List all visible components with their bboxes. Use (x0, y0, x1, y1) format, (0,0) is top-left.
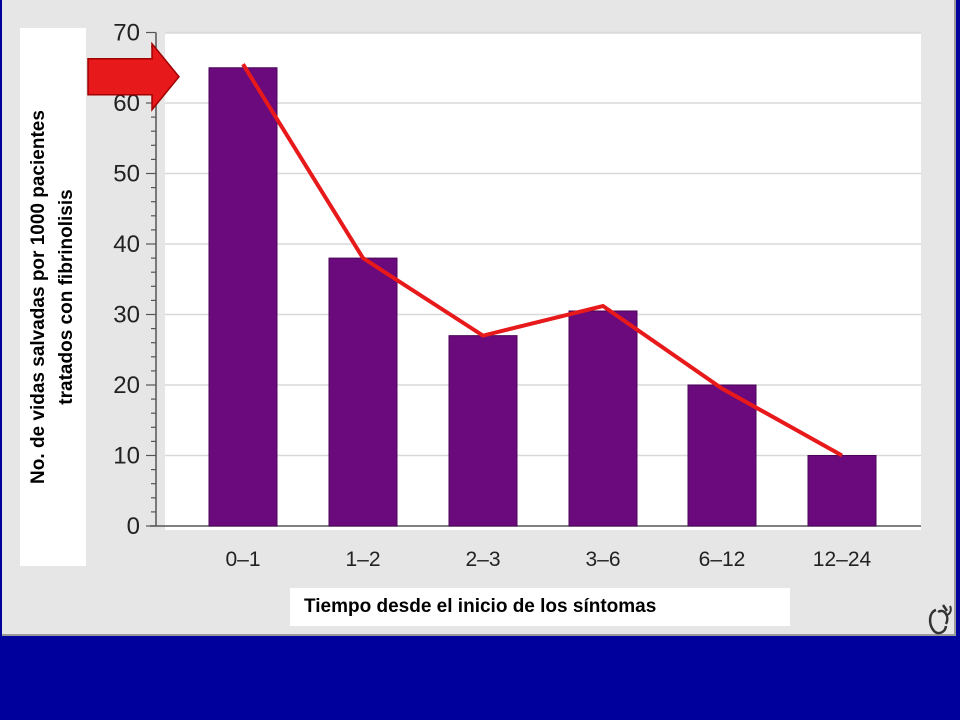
x-tick-label: 0–1 (225, 548, 260, 571)
bar-3–6 (568, 310, 638, 527)
y-tick-label: 70 (113, 20, 140, 47)
x-tick-label: 6–12 (699, 548, 746, 571)
bar-2–3 (448, 335, 518, 527)
y-axis-label-line2: tratados con fibrinolisis (56, 189, 77, 405)
y-tick-label: 0 (127, 513, 140, 540)
bar-6–12 (687, 384, 757, 527)
x-tick-label: 2–3 (465, 548, 500, 571)
y-tick-label: 40 (113, 231, 140, 258)
x-axis-ticks: 0–1 1–2 2–3 3–6 6–12 12–24 (225, 548, 871, 571)
bars (208, 67, 877, 527)
x-tick-label: 1–2 (345, 548, 380, 571)
y-tick-label: 50 (113, 161, 140, 188)
trend-line (241, 63, 843, 458)
y-axis-label-box (20, 28, 86, 566)
y-tick-label: 10 (113, 443, 140, 470)
x-tick-label: 12–24 (813, 548, 872, 571)
y-axis-label-line1: No. de vidas salvadas por 1000 pacientes (28, 110, 49, 484)
bar-0–1 (208, 67, 278, 527)
y-tick-label: 30 (113, 302, 140, 329)
plot-area (165, 34, 921, 530)
bar-12–24 (807, 455, 877, 527)
medical-logo-icon (928, 604, 952, 635)
y-axis-label: No. de vidas salvadas por 1000 pacientes… (25, 37, 81, 557)
annotation-arrow (87, 41, 180, 112)
bar-1–2 (328, 257, 398, 527)
x-axis-label: Tiempo desde el inicio de los síntomas (290, 588, 790, 626)
grid-lines (165, 31, 921, 457)
y-tick-label: 20 (113, 372, 140, 399)
x-tick-label: 3–6 (585, 548, 620, 571)
